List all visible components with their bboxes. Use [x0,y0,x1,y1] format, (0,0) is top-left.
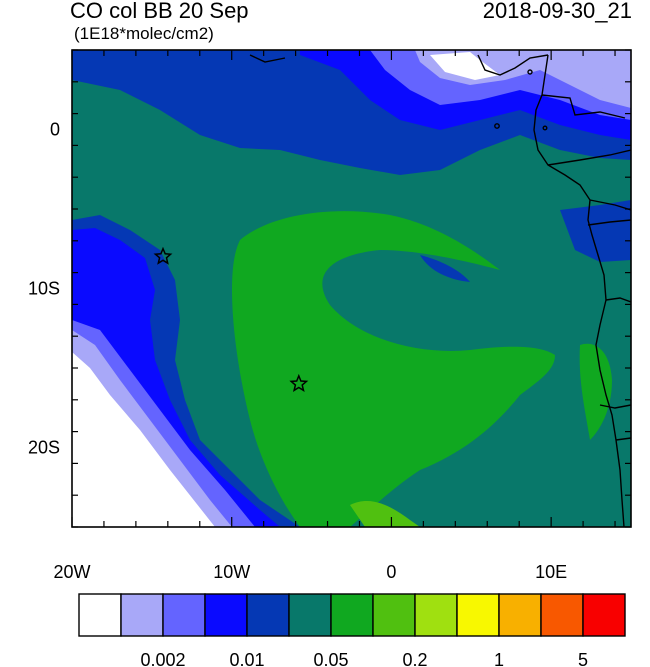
y-tick-label: 20S [28,438,60,458]
star-marker-2 [289,373,309,392]
colorbar-label: 0.05 [313,650,348,667]
colorbar-swatch [498,593,542,637]
map-units: (1E18*molec/cm2) [74,24,214,43]
colorbar-swatch [540,593,584,637]
coastline [249,54,631,527]
plot-frame [71,49,632,528]
colorbar-swatch [414,593,458,637]
colorbar-swatch [372,593,416,637]
x-tick-label: 10W [213,562,250,582]
x-tick-label: 20W [53,562,90,582]
colorbar-swatch [120,593,164,637]
colorbar-label: 1 [494,650,504,667]
x-tick-label: 0 [386,562,396,582]
co-field [72,50,631,527]
colorbar-swatch [456,593,500,637]
colorbar-label: 0.002 [140,650,185,667]
axis-ticks [71,49,631,528]
colorbar: 0.002 0.01 0.05 0.2 1 5 [78,593,626,667]
colorbar-label: 0.2 [402,650,427,667]
colorbar-label: 0.01 [229,650,264,667]
y-tick-label: 0 [50,120,60,140]
star-marker-1 [153,246,173,265]
colorbar-swatch [288,593,332,637]
colorbar-swatch [582,593,626,637]
site-markers [153,246,309,392]
map-timestamp: 2018-09-30_21 [482,0,632,23]
colorbar-swatch [330,593,374,637]
x-tick-label: 10E [535,562,567,582]
colorbar-swatch [204,593,248,637]
colorbar-swatch [78,593,122,637]
colorbar-swatch [162,593,206,637]
colorbar-label: 5 [578,650,588,667]
map-title: CO col BB 20 Sep [70,0,249,23]
axis-tick-labels: 20W 10W 0 10E 0 10S 20S [28,120,567,583]
colorbar-swatch [246,593,290,637]
y-tick-label: 10S [28,279,60,299]
